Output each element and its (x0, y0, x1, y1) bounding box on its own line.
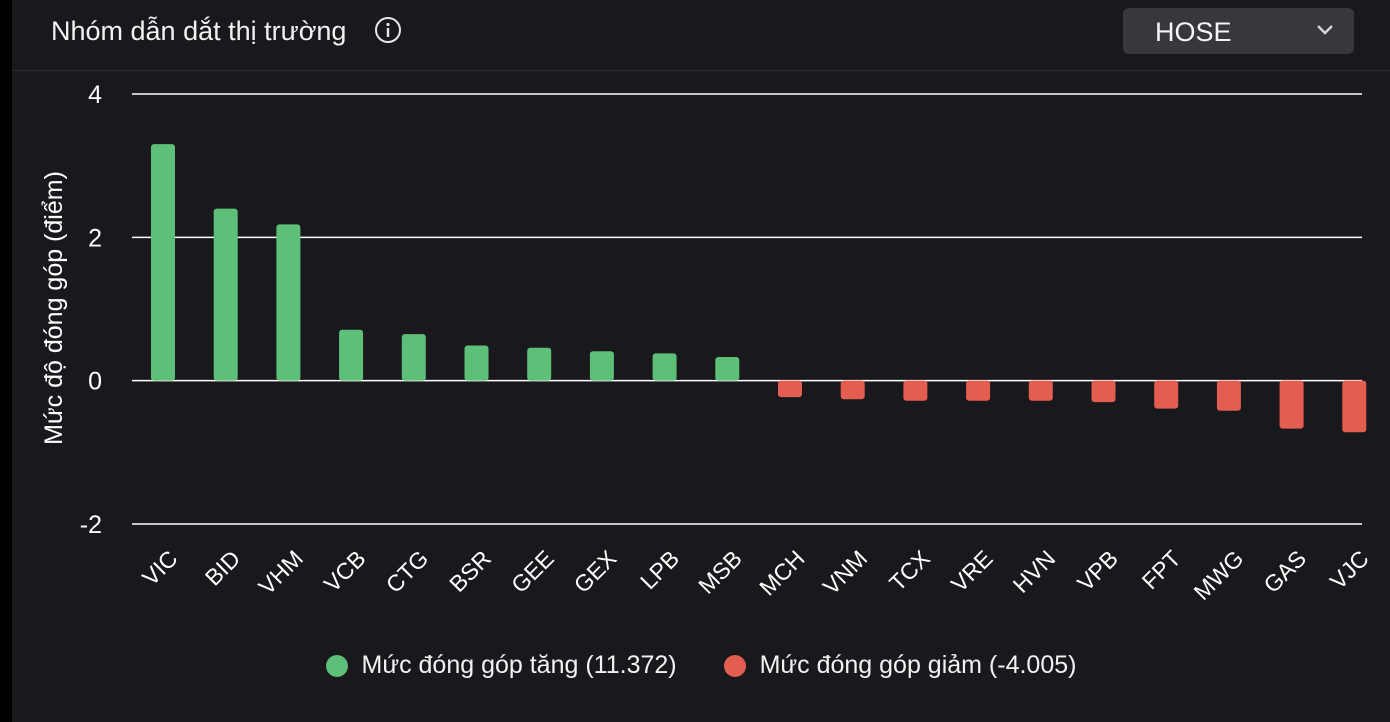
bar-tcx[interactable] (903, 380, 928, 401)
x-tick-label: HVN (1008, 545, 1061, 598)
info-circle-icon[interactable] (374, 16, 402, 44)
bar-vic[interactable] (151, 144, 175, 381)
x-tick-label: GEE (506, 545, 559, 598)
bar-bid[interactable] (213, 208, 238, 381)
chart-legend: Mức đóng góp tăng (11.372) Mức đóng góp … (12, 650, 1390, 694)
y-tick-label: 0 (88, 368, 102, 396)
exchange-select-value: HOSE (1155, 17, 1232, 47)
x-tick-label: VJC (1325, 545, 1374, 594)
chart-bars (151, 144, 1367, 433)
bar-vre[interactable] (966, 380, 991, 401)
x-tick-label: BSR (444, 545, 496, 597)
legend-item-decrease[interactable]: Mức đóng góp giảm (-4.005) (723, 650, 1077, 680)
x-tick-label: LPB (635, 545, 684, 594)
x-tick-label: MCH (754, 545, 809, 600)
x-tick-label: FPT (1137, 545, 1186, 594)
x-tick-label: VIC (137, 545, 182, 590)
bar-vpb[interactable] (1091, 380, 1116, 403)
market-leaders-panel: Nhóm dẫn dắt thị trường HOSE 4 2 0 -2 VIC BI… (12, 0, 1390, 722)
legend-label-increase: Mức đóng góp tăng (11.372) (361, 651, 677, 680)
x-tick-label: TCX (884, 545, 935, 596)
bar-mwg[interactable] (1216, 380, 1241, 411)
bar-ctg[interactable] (401, 334, 426, 381)
y-tick-label: -2 (80, 511, 102, 539)
panel-header: Nhóm dẫn dắt thị trường HOSE (12, 0, 1390, 71)
bar-vhm[interactable] (276, 224, 301, 381)
bar-vjc[interactable] (1342, 380, 1367, 433)
legend-dot-decrease (723, 654, 746, 677)
bar-gas[interactable] (1279, 380, 1304, 429)
bar-mch[interactable] (778, 380, 802, 398)
legend-item-increase[interactable]: Mức đóng góp tăng (11.372) (325, 650, 677, 680)
legend-dot-increase (325, 654, 348, 677)
x-tick-label: VNM (818, 545, 873, 600)
bar-fpt[interactable] (1154, 380, 1179, 409)
bar-gee[interactable] (527, 347, 552, 381)
x-tick-label: MWG (1188, 545, 1248, 605)
x-tick-label: GAS (1258, 545, 1311, 598)
x-tick-label: BID (200, 545, 245, 590)
bar-gex[interactable] (589, 351, 614, 381)
x-tick-label: VCB (319, 545, 371, 597)
y-axis-label: Mức độ đóng góp (điểm) (40, 171, 68, 445)
exchange-select[interactable]: HOSE (1123, 8, 1354, 54)
x-tick-label: MSB (693, 545, 747, 599)
x-axis-ticks: VIC BID VHM VCB CTG BSR GEE GEX LPB MSB MCH VNM TCX V… (137, 545, 1374, 605)
bar-vcb[interactable] (339, 329, 364, 381)
panel-title: Nhóm dẫn dắt thị trường (51, 16, 347, 46)
legend-label-decrease: Mức đóng góp giảm (-4.005) (759, 651, 1077, 680)
x-tick-label: GEX (569, 545, 622, 598)
bar-bsr[interactable] (464, 345, 489, 381)
y-tick-label: 4 (88, 81, 102, 109)
bar-msb[interactable] (715, 357, 740, 381)
x-tick-label: VPB (1072, 545, 1123, 596)
y-axis-ticks: 4 2 0 -2 (80, 81, 102, 539)
chevron-down-icon (1317, 25, 1333, 35)
contribution-bar-chart: 420-2 VIC BID VHM VCB CTG BSR GEE GEX LPB MSB MCH V… (40, 81, 1374, 605)
bar-vnm[interactable] (840, 380, 865, 400)
x-tick-label: VRE (946, 545, 998, 597)
x-tick-label: CTG (381, 545, 434, 598)
bar-hvn[interactable] (1028, 380, 1053, 401)
y-tick-label: 2 (88, 224, 102, 252)
chart-grid (132, 93, 1362, 525)
x-tick-label: VHM (253, 545, 308, 600)
bar-lpb[interactable] (652, 353, 677, 381)
